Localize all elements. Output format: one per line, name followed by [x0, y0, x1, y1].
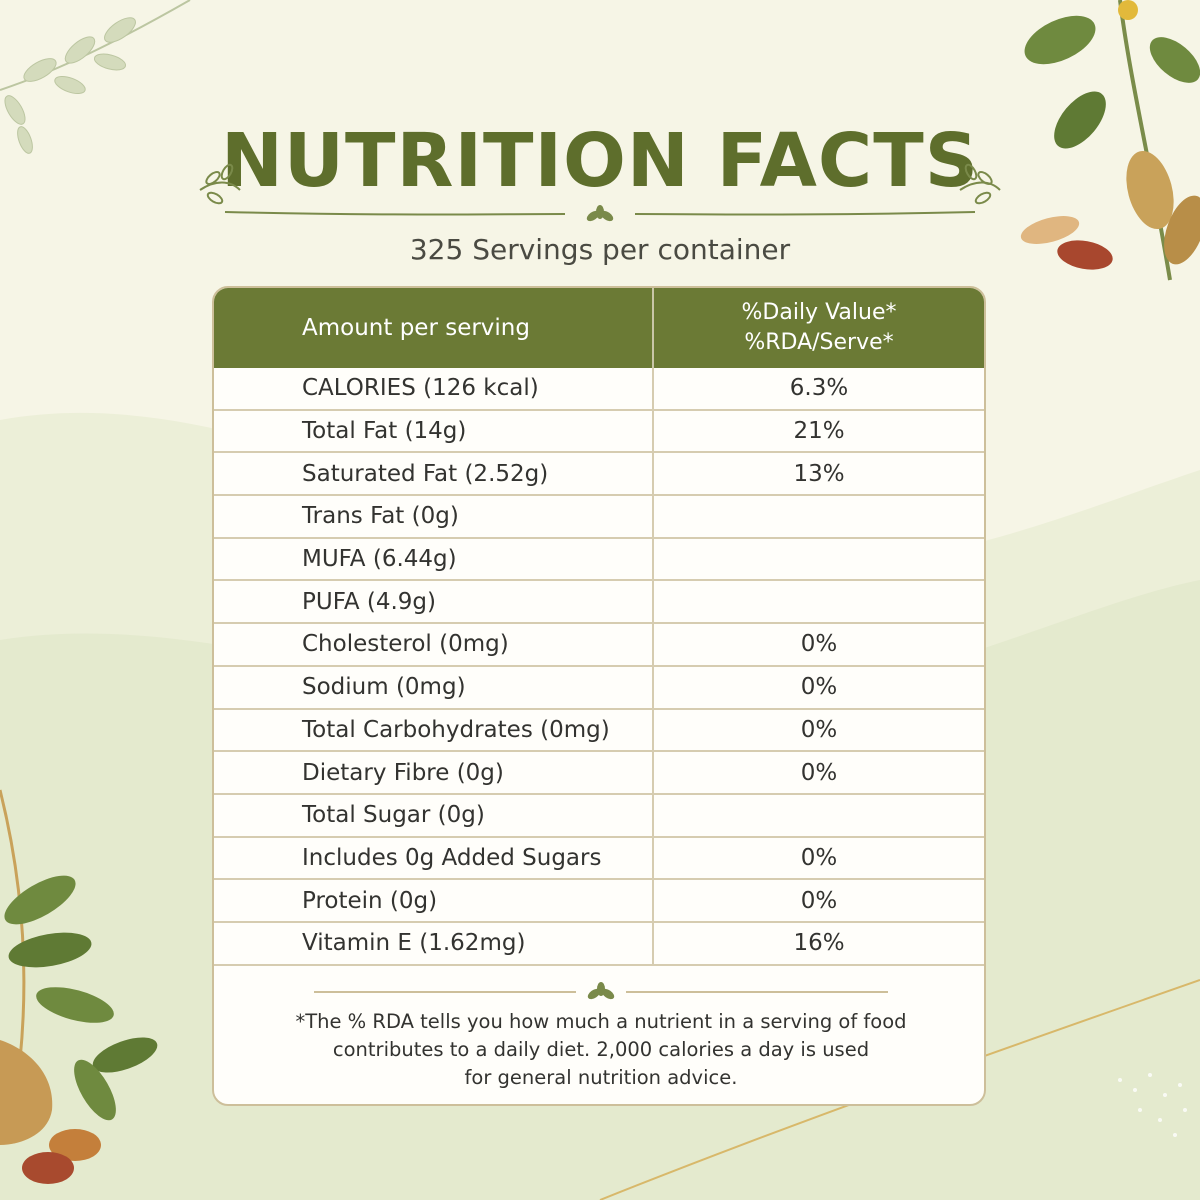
nutrient-value: 0% [800, 716, 838, 743]
sprout-icon [586, 205, 614, 222]
table-row: Total Sugar (0g) [214, 794, 984, 838]
servings-per-container: 325 Servings per container [409, 233, 791, 266]
table-row: Saturated Fat (2.52g) 13% [214, 453, 984, 497]
nutrition-table-card: Amount per serving %Daily Value* %RDA/Se… [212, 286, 986, 1106]
table-row: Sodium (0mg) 0% [214, 666, 984, 710]
nutrient-label: Total Fat (14g) [214, 410, 654, 452]
nutrient-label: Dietary Fibre (0g) [214, 752, 654, 793]
nutrient-label: MUFA (6.44g) [214, 538, 654, 580]
header-daily-value: %Daily Value* %RDA/Serve* [654, 288, 984, 368]
nutrient-value [654, 539, 984, 580]
footnote-line-2: contributes to a daily diet. 2,000 calor… [332, 1038, 870, 1061]
sprout-icon [587, 982, 615, 1000]
table-row: Total Carbohydrates (0mg) 0% [214, 709, 984, 753]
footnote-divider [314, 982, 888, 1000]
nutrient-label: Cholesterol (0mg) [214, 624, 654, 665]
nutrient-value: 0% [800, 631, 838, 658]
nutrient-label: Sodium (0mg) [214, 666, 654, 708]
table-row: Dietary Fibre (0g) 0% [214, 752, 984, 795]
table-row: Trans Fat (0g) [214, 496, 984, 539]
nutrient-label: Vitamin E (1.62mg) [214, 922, 654, 964]
nutrient-label: PUFA (4.9g) [214, 581, 654, 623]
nutrient-label: Trans Fat (0g) [214, 496, 654, 537]
nutrient-label: Total Sugar (0g) [214, 794, 654, 836]
header-rda-line2: %RDA/Serve* [744, 330, 894, 355]
header-amount-per-serving: Amount per serving [214, 288, 654, 368]
table-row: Protein (0g) 0% [214, 880, 984, 923]
nutrient-label: Protein (0g) [214, 880, 654, 921]
nutrient-value: 0% [800, 887, 838, 914]
nutrient-value [654, 795, 984, 836]
left-leaf-icon [199, 163, 241, 205]
page-title: NUTRITION FACTS [220, 118, 980, 204]
table-row: Total Fat (14g) 21% [214, 410, 984, 454]
nutrient-label: CALORIES (126 kcal) [214, 368, 654, 409]
table-row: Cholesterol (0mg) 0% [214, 624, 984, 667]
table-row: CALORIES (126 kcal) 6.3% [214, 368, 984, 411]
header-daily-value-line1: %Daily Value* [741, 300, 897, 325]
footnote-line-1: *The % RDA tells you how much a nutrient… [295, 1010, 907, 1033]
table-row: Includes 0g Added Sugars 0% [214, 837, 984, 881]
right-leaf-icon [959, 163, 1001, 205]
table-row: PUFA (4.9g) [214, 581, 984, 625]
nutrient-value [654, 581, 984, 622]
nutrient-value [654, 496, 984, 537]
title-ornament [199, 163, 1001, 222]
nutrient-label: Saturated Fat (2.52g) [214, 453, 654, 495]
nutrient-label: Total Carbohydrates (0mg) [214, 709, 654, 751]
rda-footnote: *The % RDA tells you how much a nutrient… [274, 1008, 928, 1092]
table-row: MUFA (6.44g) [214, 538, 984, 582]
table-header: Amount per serving %Daily Value* %RDA/Se… [214, 288, 984, 368]
nutrient-value: 0% [800, 759, 838, 786]
peanut-plant-icon [1020, 0, 1200, 281]
leaf-branch-icon [0, 0, 191, 154]
nutrient-value: 16% [793, 930, 845, 957]
nutrient-value: 0% [800, 844, 838, 871]
nutrient-value: 21% [793, 418, 845, 445]
nutrient-value: 13% [793, 460, 845, 487]
peanut-basket-icon [0, 789, 158, 1184]
table-row: Vitamin E (1.62mg) 16% [214, 922, 984, 966]
nutrient-value: 6.3% [789, 375, 849, 402]
footnote-line-3: for general nutrition advice. [464, 1066, 738, 1089]
nutrient-value: 0% [800, 674, 838, 701]
nutrient-label: Includes 0g Added Sugars [214, 837, 654, 879]
